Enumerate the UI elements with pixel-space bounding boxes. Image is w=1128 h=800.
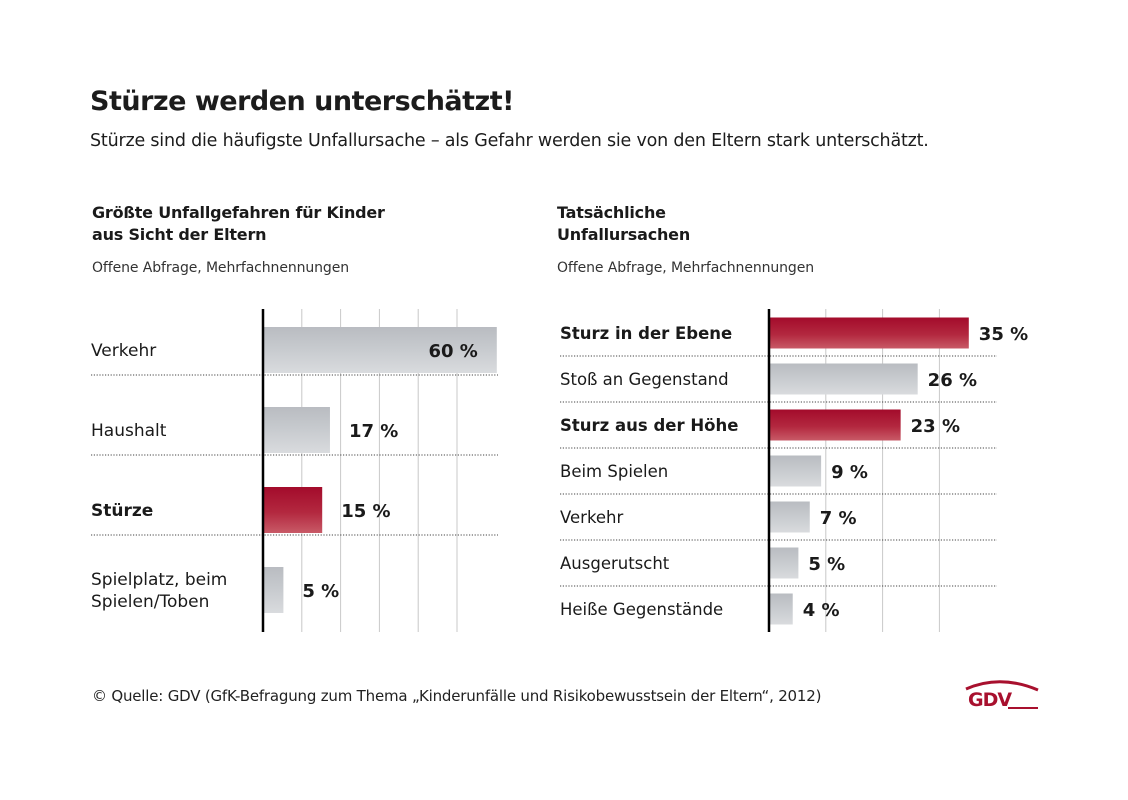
bar (770, 409, 901, 441)
category-label: Sturz aus der Höhe (560, 416, 738, 435)
category-label: Haushalt (91, 421, 167, 441)
left-bar-chart: Verkehr 60 % Haushalt 17 % Stürze 15 % Spielpl… (91, 309, 498, 632)
page-subtitle: Stürze sind die häufigste Unfallursache … (90, 131, 929, 151)
bar (770, 317, 969, 349)
category-label-line: Sturz in der Ebene (560, 324, 732, 343)
source-note: © Quelle: GDV (GfK-Befragung zum Thema „… (92, 687, 822, 705)
logo-arc (965, 680, 1039, 692)
category-label: Spielplatz, beim Spielen/Toben (91, 570, 227, 612)
category-label: Verkehr (560, 508, 624, 527)
right-chart-subtitle: Offene Abfrage, Mehrfachnennungen (557, 260, 815, 276)
left-chart-title: Größte Unfallgefahren für Kinder aus Sic… (92, 202, 385, 246)
value-label: 23 % (911, 416, 960, 437)
logo-text: GDV (968, 689, 1012, 711)
value-label: 4 % (803, 600, 840, 621)
category-label-line: Verkehr (560, 508, 624, 527)
bar (264, 487, 323, 533)
gdv-logo: GDV (965, 680, 1039, 711)
right-chart-title-line-2: Unfallursachen (557, 225, 691, 244)
value-label: 5 % (808, 554, 845, 575)
category-label: Sturz in der Ebene (560, 324, 732, 343)
right-chart-title-line-1: Tatsächliche (557, 203, 666, 222)
category-label-line: Stoß an Gegenstand (560, 370, 729, 389)
page-title: Stürze werden unterschätzt! (90, 86, 514, 117)
value-label: 9 % (831, 462, 868, 483)
category-label-line: Stürze (91, 501, 153, 521)
logo-underline (1008, 707, 1038, 709)
category-label: Heiße Gegenstände (560, 600, 723, 619)
value-label: 7 % (820, 508, 857, 529)
category-label-line: Verkehr (91, 341, 156, 361)
category-label-line: Spielen/Toben (91, 592, 209, 612)
category-label-line: Heiße Gegenstände (560, 600, 723, 619)
bar (770, 547, 799, 579)
left-chart-subtitle: Offene Abfrage, Mehrfachnennungen (92, 260, 350, 276)
bar (770, 455, 822, 487)
value-label: 15 % (341, 501, 390, 522)
value-label: 17 % (349, 421, 398, 442)
category-label: Verkehr (91, 341, 156, 361)
right-bar-chart: Sturz in der Ebene 35 % Stoß an Gegenstand… (560, 309, 1028, 632)
bar (264, 567, 284, 613)
bar (770, 593, 793, 625)
category-label: Ausgerutscht (560, 554, 670, 573)
bar (264, 407, 330, 453)
category-label-line: Ausgerutscht (560, 554, 670, 573)
category-label: Stürze (91, 501, 153, 521)
category-label: Beim Spielen (560, 462, 668, 481)
value-label: 26 % (928, 370, 977, 391)
bar (264, 327, 497, 373)
category-label-line: Spielplatz, beim (91, 570, 227, 590)
right-chart-title: Tatsächliche Unfallursachen (557, 202, 690, 246)
value-label: 60 % (428, 341, 477, 362)
category-label-line: Beim Spielen (560, 462, 668, 481)
category-label-line: Haushalt (91, 421, 167, 441)
left-chart-title-line-2: aus Sicht der Eltern (92, 225, 267, 244)
value-label: 5 % (302, 581, 339, 602)
value-label: 35 % (979, 324, 1028, 345)
bar (770, 501, 810, 533)
category-label: Stoß an Gegenstand (560, 370, 729, 389)
left-chart-title-line-1: Größte Unfallgefahren für Kinder (92, 203, 385, 222)
category-label-line: Sturz aus der Höhe (560, 416, 738, 435)
bar (770, 363, 918, 395)
